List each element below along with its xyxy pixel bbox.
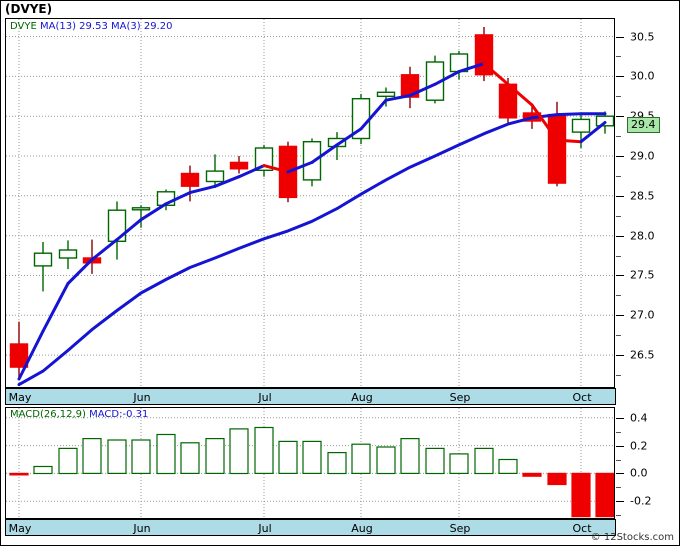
price-month-label: Jul xyxy=(258,391,272,404)
price-y-tick: 27.5 xyxy=(630,268,655,282)
price-month-label: May xyxy=(8,391,32,404)
price-y-tick-mark xyxy=(616,116,624,118)
price-y-minor-tick xyxy=(616,255,621,257)
legend-ma-long-value: 29.53 xyxy=(79,21,108,32)
macd-y-tick-mark xyxy=(616,445,624,447)
macd-y-axis: 0.4 0.2 0.0 -0.2 xyxy=(616,407,680,519)
price-month-label: Oct xyxy=(572,391,592,404)
price-plot-area[interactable]: DVYE MA(13) 29.53 MA(3) 29.20 xyxy=(5,18,615,388)
price-month-label: Sep xyxy=(449,391,471,404)
macd-y-tick: 0.4 xyxy=(630,411,648,425)
price-y-tick: 30.0 xyxy=(630,69,655,83)
price-y-minor-tick xyxy=(616,335,621,337)
legend-macd-value: MACD:-0.31 xyxy=(89,409,149,420)
price-panel: DVYE MA(13) 29.53 MA(3) 29.20 30.5 30.0 29… xyxy=(5,18,677,388)
price-y-minor-tick xyxy=(616,136,621,138)
price-y-minor-tick xyxy=(616,175,621,177)
macd-x-axis-month-band: May Jun Jul Aug Sep Oct xyxy=(5,519,616,536)
price-month-label: Aug xyxy=(351,391,373,404)
copyright-notice: © 12Stocks.com xyxy=(590,532,674,543)
price-y-tick: 26.5 xyxy=(630,348,655,362)
legend-symbol: DVYE xyxy=(10,21,37,32)
price-y-tick-mark xyxy=(616,36,624,38)
macd-month-label: Jul xyxy=(258,522,272,535)
price-y-minor-tick xyxy=(616,215,621,217)
price-y-minor-tick xyxy=(616,375,621,377)
macd-month-label: May xyxy=(8,522,32,535)
macd-y-tick: 0.2 xyxy=(630,439,648,453)
macd-y-tick-mark xyxy=(616,501,624,503)
price-y-tick: 28.0 xyxy=(630,229,655,243)
price-y-tick: 30.5 xyxy=(630,30,655,44)
legend-ma-short-value: 29.20 xyxy=(143,21,173,32)
macd-histogram-svg xyxy=(6,408,614,518)
price-y-tick-mark xyxy=(616,195,624,197)
macd-y-tick: -0.2 xyxy=(630,494,652,508)
macd-y-minor-tick xyxy=(616,515,621,517)
price-y-axis: 30.530.029.529.028.528.027.527.026.529.4 xyxy=(616,18,680,388)
price-legend: DVYE MA(13) 29.53 MA(3) 29.20 xyxy=(10,21,172,32)
macd-y-minor-tick xyxy=(616,459,621,461)
price-y-tick-mark xyxy=(616,275,624,277)
macd-month-label: Jun xyxy=(133,522,151,535)
price-y-tick: 29.0 xyxy=(630,149,655,163)
price-y-tick-mark xyxy=(616,235,624,237)
macd-month-label: Aug xyxy=(351,522,373,535)
price-y-tick: 28.5 xyxy=(630,189,655,203)
legend-ma-long-label: MA(13) xyxy=(39,21,76,32)
macd-legend: MACD(26,12,9) MACD:-0.31 xyxy=(10,409,148,420)
page-title: (DVYE) xyxy=(5,2,53,16)
macd-y-tick-mark xyxy=(616,417,624,419)
price-y-tick-mark xyxy=(616,156,624,157)
legend-macd-name: MACD(26,12,9) xyxy=(10,409,86,420)
macd-y-minor-tick xyxy=(616,431,621,433)
macd-y-minor-tick xyxy=(616,487,621,489)
macd-y-tick: 0.0 xyxy=(630,466,648,480)
macd-month-label: Sep xyxy=(449,522,471,535)
macd-month-label: Oct xyxy=(572,522,592,535)
price-y-tick-mark xyxy=(616,355,624,357)
price-y-tick-mark xyxy=(616,76,624,78)
last-price-badge: 29.4 xyxy=(627,117,660,134)
price-y-minor-tick xyxy=(616,295,621,297)
legend-ma-short-label: MA(3) xyxy=(111,21,141,32)
price-y-tick-mark xyxy=(616,315,624,317)
macd-panel: MACD(26,12,9) MACD:-0.31 0.4 0.2 0.0 -0.2 xyxy=(5,407,677,519)
price-y-minor-tick xyxy=(616,96,621,98)
macd-plot-area[interactable]: MACD(26,12,9) MACD:-0.31 xyxy=(5,407,615,519)
macd-y-tick-mark xyxy=(616,473,624,475)
price-month-label: Jun xyxy=(133,391,151,404)
price-candlestick-svg xyxy=(6,19,614,387)
price-x-axis-month-band: May Jun Jul Aug Sep Oct xyxy=(5,388,616,405)
price-y-minor-tick xyxy=(616,56,621,58)
price-y-tick: 27.0 xyxy=(630,308,655,322)
